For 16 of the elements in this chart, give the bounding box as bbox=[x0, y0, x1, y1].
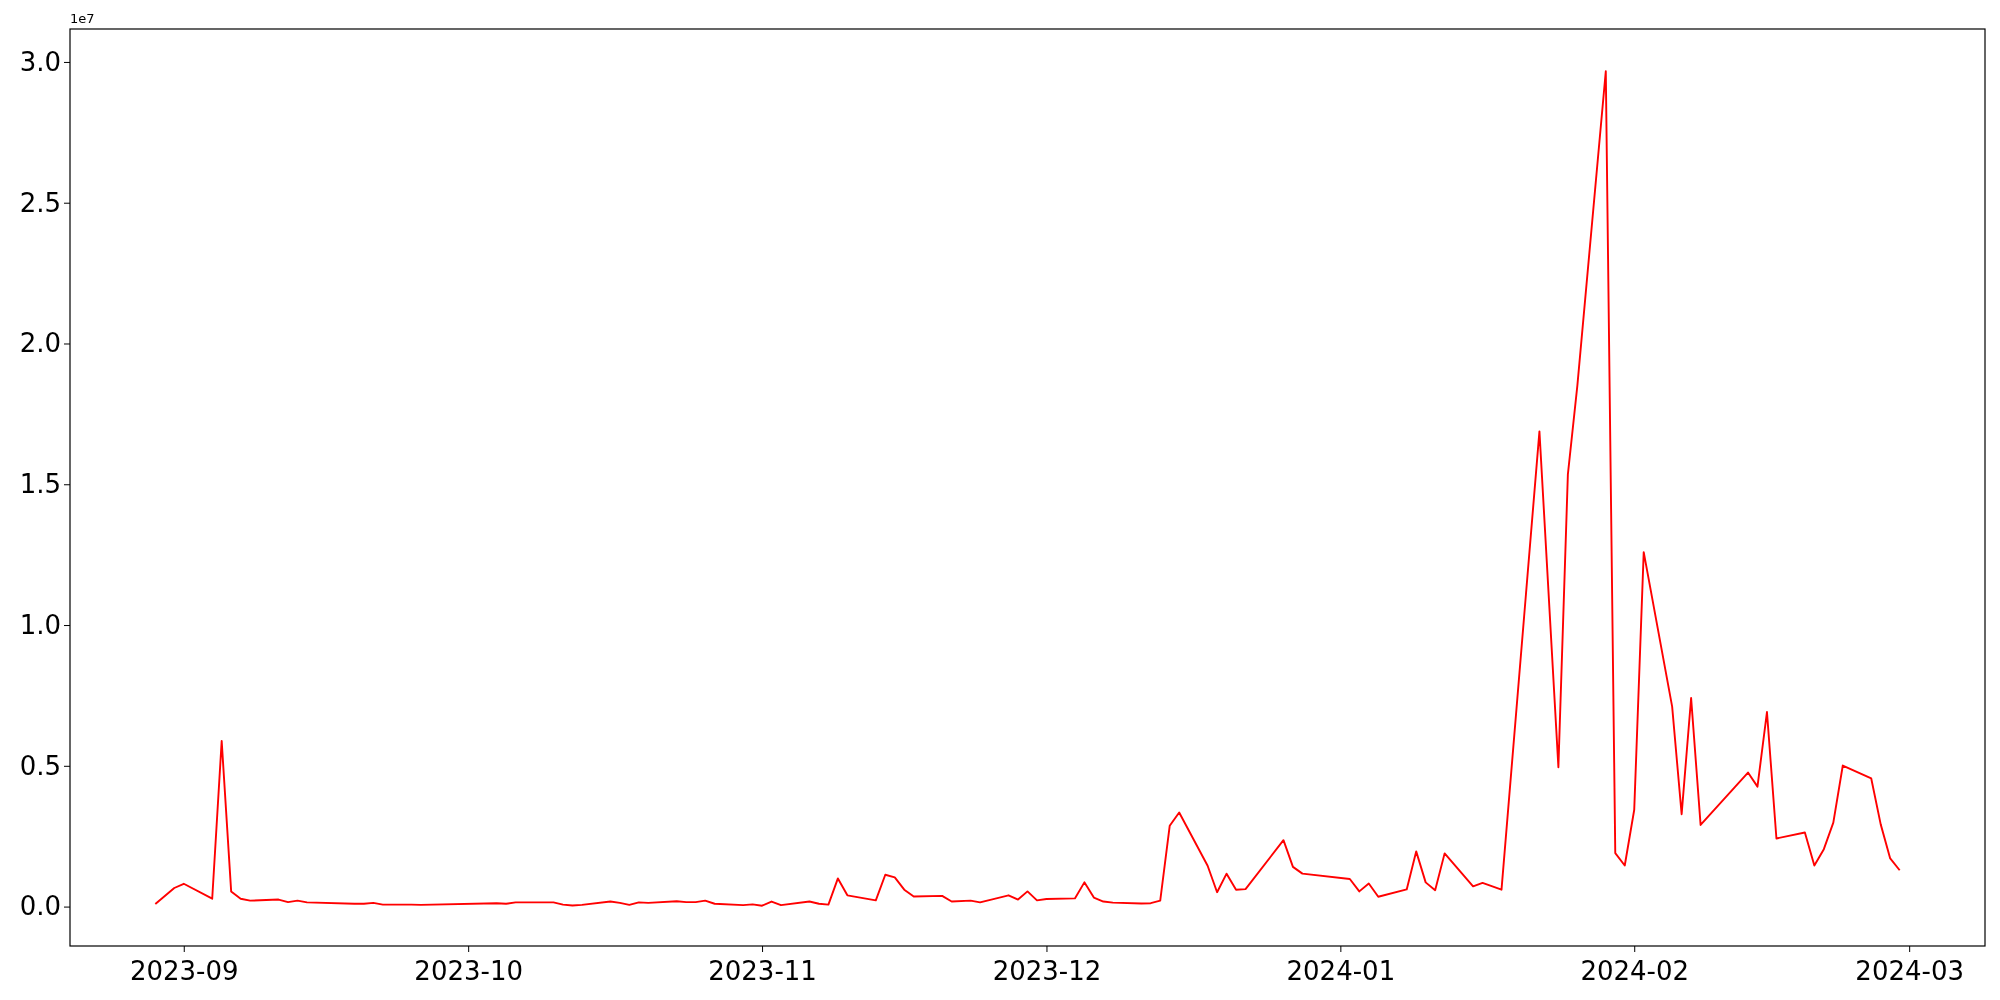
x-tick-label: 2024-02 bbox=[1580, 955, 1690, 986]
y-tick-label: 2.0 bbox=[19, 328, 61, 359]
line-series bbox=[154, 70, 1901, 907]
y-tick-label: 3.0 bbox=[19, 46, 61, 77]
x-tick-label: 2023-11 bbox=[708, 955, 817, 986]
y-tick-label: 0.5 bbox=[19, 750, 61, 781]
y-tick-label: 1.0 bbox=[19, 609, 61, 640]
x-tick-label: 2024-01 bbox=[1286, 955, 1396, 986]
x-tick-label: 2023-12 bbox=[992, 955, 1102, 986]
y-tick-label: 2.5 bbox=[19, 187, 61, 218]
x-tick-label: 2024-03 bbox=[1855, 955, 1964, 986]
x-tick-label: 2023-09 bbox=[129, 955, 239, 986]
y-tick-label: 0.0 bbox=[19, 891, 61, 922]
text: 1e7 bbox=[70, 11, 95, 26]
y-tick-label: 1.5 bbox=[19, 469, 61, 500]
x-tick-label: 2023-10 bbox=[414, 955, 523, 986]
